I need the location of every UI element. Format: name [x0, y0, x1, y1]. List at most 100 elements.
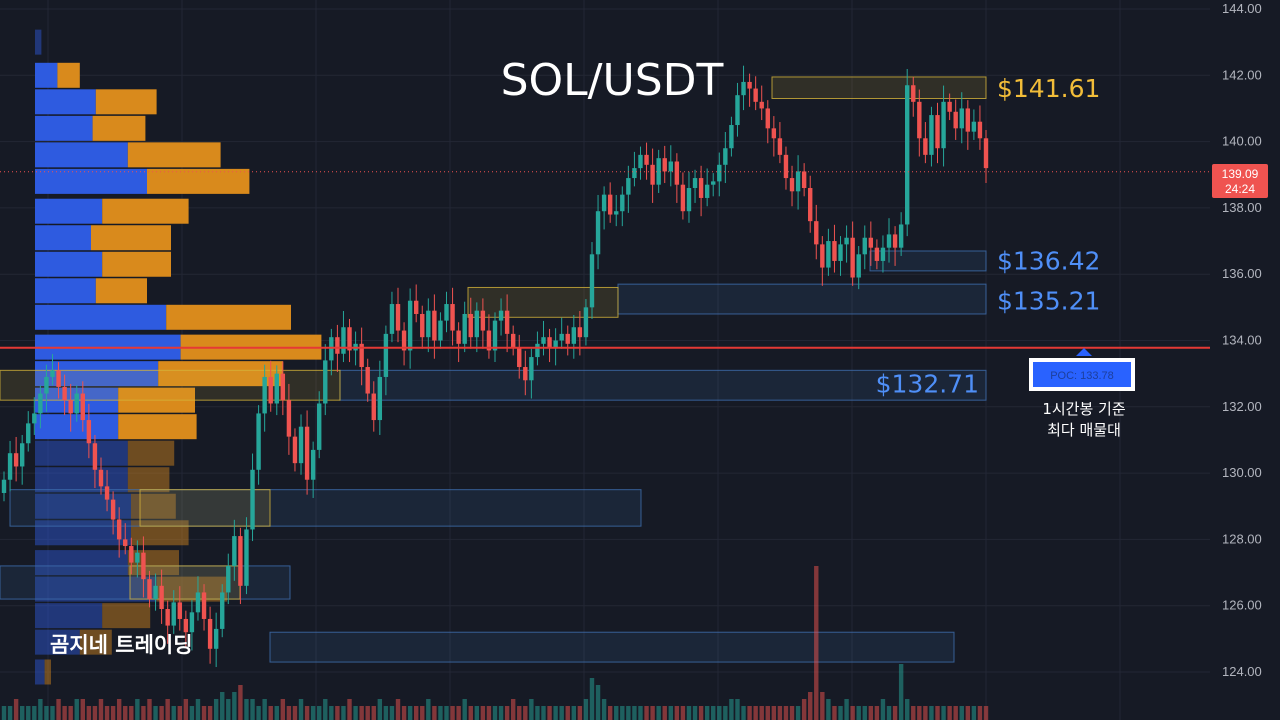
- candle-body: [856, 254, 861, 278]
- volume-bar: [808, 692, 813, 720]
- volume-bar: [38, 699, 43, 720]
- candle-body: [583, 307, 589, 338]
- volume-bar: [232, 692, 237, 720]
- y-tick-label: 138.00: [1222, 200, 1262, 215]
- volume-bar: [165, 699, 170, 720]
- candle-body: [280, 373, 286, 401]
- volume-bar: [632, 706, 637, 720]
- price-zone: [771, 76, 987, 100]
- volume-bar: [620, 706, 625, 720]
- candle-body: [153, 585, 158, 600]
- volume-bar: [777, 706, 783, 720]
- volume-profile-sell-bar: [95, 278, 147, 304]
- volume-profile-buy-bar: [35, 251, 103, 277]
- volume-profile-sell-bar: [91, 225, 171, 251]
- volume-bar: [19, 706, 25, 720]
- volume-profile-sell-bar: [92, 115, 146, 141]
- volume-bar: [310, 706, 316, 720]
- volume-bar: [74, 699, 79, 720]
- volume-profile-buy-bar: [35, 142, 128, 168]
- volume-bar: [565, 706, 570, 720]
- candle-body: [50, 370, 55, 377]
- volume-bar: [220, 692, 225, 720]
- volume-profile-sell-bar: [57, 62, 80, 88]
- candle-body: [504, 310, 510, 334]
- volume-bar: [856, 706, 861, 720]
- candle-body: [456, 330, 461, 344]
- volume-bar: [7, 706, 13, 720]
- volume-bar: [898, 664, 904, 720]
- volume-bar: [401, 706, 407, 720]
- volume-bar: [759, 706, 764, 720]
- volume-profile-buy-bar: [35, 29, 42, 55]
- volume-bar: [92, 706, 98, 720]
- volume-bar: [747, 706, 752, 720]
- volume-bar: [492, 706, 498, 720]
- volume-bar: [323, 699, 328, 720]
- candle-body: [953, 111, 958, 129]
- candle-body: [941, 101, 946, 149]
- volume-bar: [353, 706, 358, 720]
- candle-body: [704, 184, 710, 198]
- candle-body: [123, 539, 128, 547]
- volume-bar: [656, 706, 661, 720]
- candle-body: [541, 337, 546, 344]
- volume-bar: [298, 699, 304, 720]
- volume-bar: [329, 706, 334, 720]
- candle-body: [698, 178, 704, 198]
- volume-bar: [783, 706, 789, 720]
- volume-profile-buy-bar: [35, 89, 96, 115]
- y-tick-label: 128.00: [1222, 531, 1262, 546]
- volume-bar: [177, 706, 182, 720]
- candle-body: [535, 343, 540, 358]
- volume-bar: [456, 706, 461, 720]
- poc-note-line1: 1시간봉 기준: [1042, 400, 1126, 418]
- candle-body: [347, 327, 352, 351]
- volume-bar: [789, 706, 795, 720]
- volume-profile-sell-bar: [127, 142, 221, 168]
- volume-bar: [480, 706, 486, 720]
- volume-bar: [292, 706, 298, 720]
- candle-body: [304, 426, 310, 480]
- candle-body: [256, 413, 261, 470]
- volume-bar: [595, 685, 601, 720]
- candle-body: [310, 449, 316, 480]
- volume-profile-buy-bar: [35, 62, 58, 88]
- y-tick-label: 142.00: [1222, 67, 1262, 82]
- candle-body: [238, 536, 243, 586]
- chart-title: SOL/USDT: [501, 55, 724, 106]
- candle-body: [626, 178, 631, 195]
- candle-body: [523, 367, 528, 381]
- volume-bar: [717, 706, 722, 720]
- volume-profile-sell-bar: [95, 89, 157, 115]
- candle-body: [498, 310, 504, 321]
- candle-body: [862, 237, 867, 255]
- candle-body: [717, 164, 722, 182]
- candle-body: [250, 469, 255, 530]
- volume-bar: [171, 706, 176, 720]
- volume-bar: [571, 706, 577, 720]
- level-label: $141.61: [997, 74, 1100, 103]
- candle-body: [559, 333, 564, 341]
- volume-bar: [56, 699, 61, 720]
- volume-bar: [474, 706, 480, 720]
- volume-bar: [638, 706, 643, 720]
- volume-bar: [262, 699, 267, 720]
- volume-profile-buy-bar: [35, 576, 157, 602]
- volume-bars: [1, 566, 989, 720]
- volume-bar: [886, 706, 892, 720]
- volume-bar: [50, 706, 55, 720]
- volume-bar: [583, 699, 589, 720]
- candle-body: [492, 320, 498, 351]
- volume-profile-buy-bar: [35, 550, 128, 576]
- volume-bar: [123, 706, 128, 720]
- volume-bar: [62, 706, 67, 720]
- volume-bar: [341, 706, 346, 720]
- volume-bar: [201, 706, 207, 720]
- candle-body: [607, 194, 613, 215]
- candle-body: [577, 327, 583, 338]
- candle-body: [389, 304, 395, 334]
- candle-body: [759, 101, 764, 109]
- level-labels: $141.61 $136.42 $135.21 $132.71: [876, 74, 1101, 398]
